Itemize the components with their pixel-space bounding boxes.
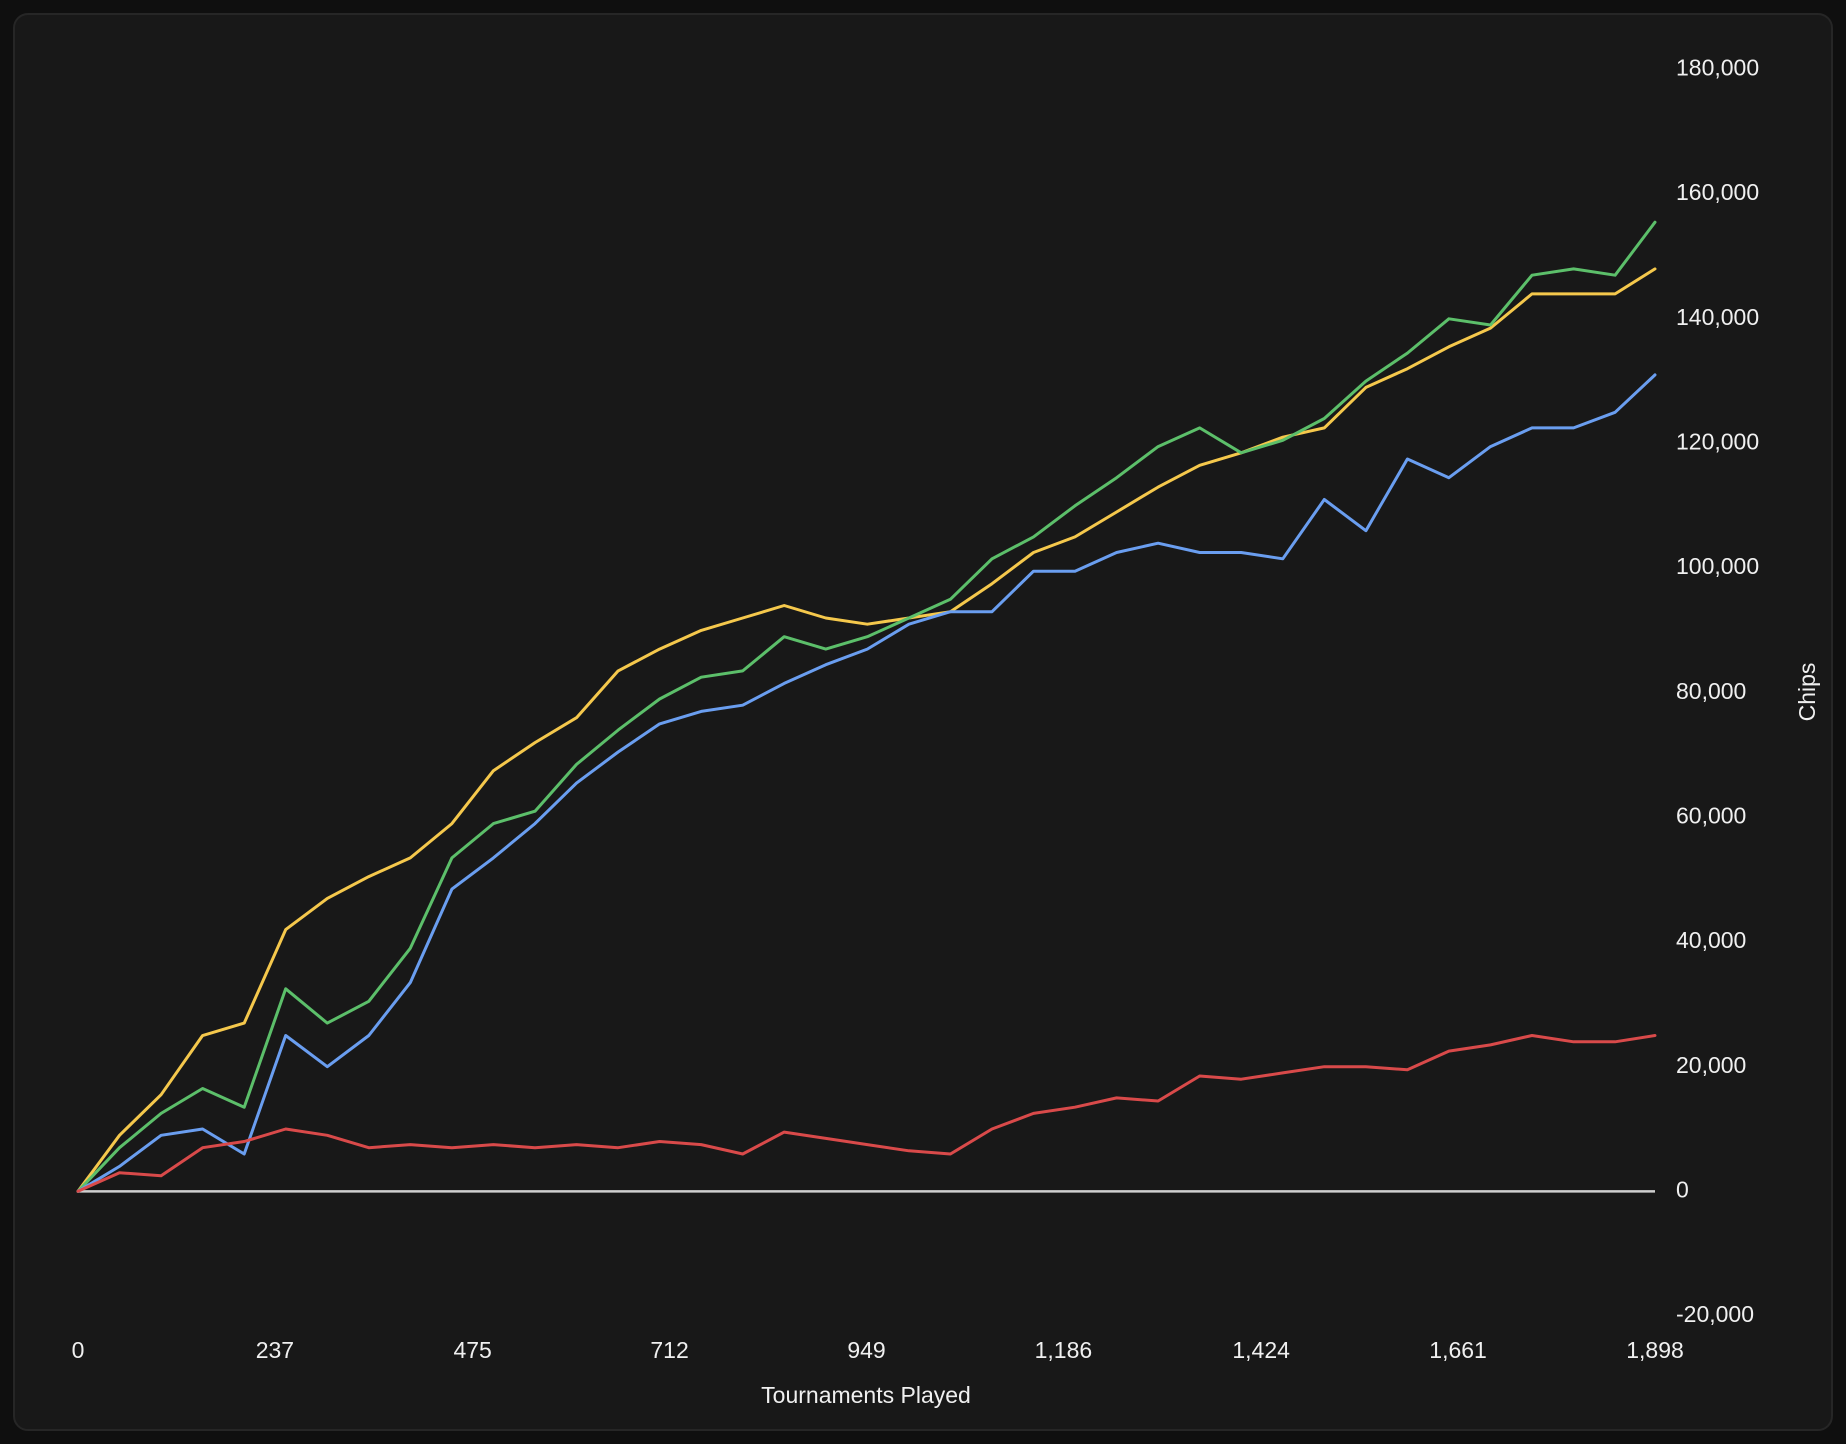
card <box>13 13 1833 1431</box>
y-tick-label: 140,000 <box>1676 304 1759 330</box>
x-tick-label: 949 <box>847 1337 885 1363</box>
x-tick-label: 1,898 <box>1626 1337 1684 1363</box>
y-tick-label: 80,000 <box>1676 678 1746 704</box>
x-tick-label: 1,186 <box>1035 1337 1093 1363</box>
x-tick-label: 1,424 <box>1232 1337 1290 1363</box>
x-tick-label: 712 <box>650 1337 688 1363</box>
series-line <box>76 267 1657 1193</box>
y-tick-label: 60,000 <box>1676 802 1746 828</box>
series-line <box>76 1034 1657 1193</box>
y-tick-label: 100,000 <box>1676 553 1759 579</box>
x-axis-title: Tournaments Played <box>761 1382 971 1408</box>
y-tick-label: 160,000 <box>1676 179 1759 205</box>
y-tick-label: -20,000 <box>1676 1301 1754 1327</box>
series-line <box>76 220 1657 1193</box>
x-tick-label: 0 <box>72 1337 85 1363</box>
x-tick-label: 1,661 <box>1429 1337 1487 1363</box>
y-tick-label: 120,000 <box>1676 429 1759 455</box>
x-tick-label: 237 <box>256 1337 294 1363</box>
y-tick-label: 40,000 <box>1676 927 1746 953</box>
x-tick-label: 475 <box>453 1337 491 1363</box>
y-tick-label: 20,000 <box>1676 1052 1746 1078</box>
y-tick-label: 180,000 <box>1676 55 1759 81</box>
y-tick-label: 0 <box>1676 1176 1689 1202</box>
y-axis-title: Chips <box>1794 663 1820 722</box>
series-line <box>76 373 1657 1193</box>
